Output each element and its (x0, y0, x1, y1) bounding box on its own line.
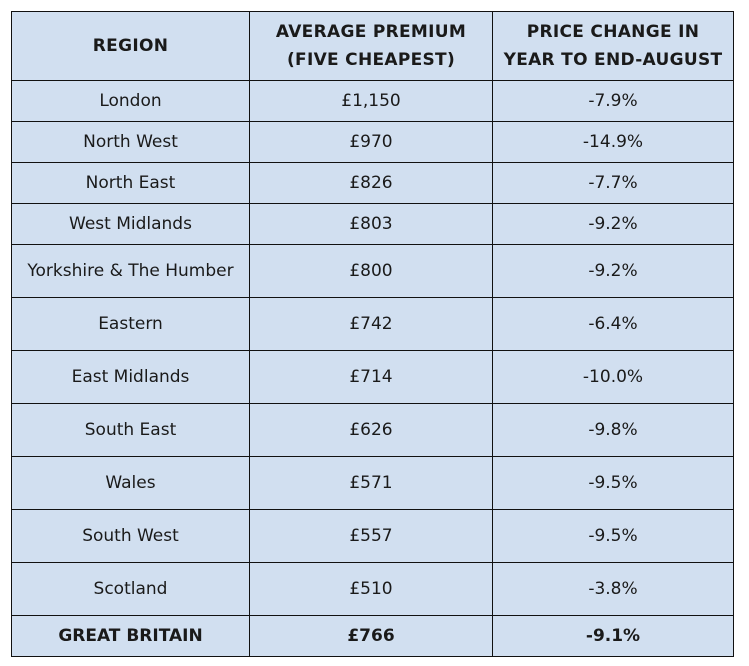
change-cell: -9.5% (492, 456, 734, 510)
header-average-premium-line1: AVERAGE PREMIUM (275, 22, 467, 42)
header-average-premium: AVERAGE PREMIUM (FIVE CHEAPEST) (249, 11, 493, 81)
change-cell: -7.7% (492, 162, 734, 204)
table-row: Eastern £742 -6.4% (11, 297, 734, 351)
region-cell: East Midlands (11, 350, 250, 404)
region-cell: London (11, 80, 250, 122)
table-row: Wales £571 -9.5% (11, 456, 734, 510)
table-row: North West £970 -14.9% (11, 121, 734, 163)
header-region: REGION (11, 11, 250, 81)
table-row: South East £626 -9.8% (11, 403, 734, 457)
region-cell: GREAT BRITAIN (11, 615, 250, 657)
header-price-change-line2: YEAR TO END-AUGUST (503, 50, 723, 70)
premium-cell: £826 (249, 162, 493, 204)
header-region-label: REGION (92, 36, 169, 56)
premium-table: REGION AVERAGE PREMIUM (FIVE CHEAPEST) P… (11, 11, 734, 657)
premium-cell: £557 (249, 509, 493, 563)
change-cell: -9.2% (492, 244, 734, 298)
change-cell: -6.4% (492, 297, 734, 351)
premium-cell: £626 (249, 403, 493, 457)
region-cell: Eastern (11, 297, 250, 351)
change-cell: -9.1% (492, 615, 734, 657)
change-cell: -9.8% (492, 403, 734, 457)
table-row: North East £826 -7.7% (11, 162, 734, 204)
header-price-change: PRICE CHANGE IN YEAR TO END-AUGUST (492, 11, 734, 81)
change-cell: -9.5% (492, 509, 734, 563)
change-cell: -3.8% (492, 562, 734, 616)
region-cell: West Midlands (11, 203, 250, 245)
change-cell: -10.0% (492, 350, 734, 404)
region-cell: Yorkshire & The Humber (11, 244, 250, 298)
premium-cell: £510 (249, 562, 493, 616)
change-cell: -9.2% (492, 203, 734, 245)
total-row: GREAT BRITAIN £766 -9.1% (11, 615, 734, 657)
region-cell: South East (11, 403, 250, 457)
premium-cell: £1,150 (249, 80, 493, 122)
header-price-change-line1: PRICE CHANGE IN (526, 22, 700, 42)
premium-cell: £714 (249, 350, 493, 404)
table-row: Yorkshire & The Humber £800 -9.2% (11, 244, 734, 298)
premium-cell: £970 (249, 121, 493, 163)
header-row: REGION AVERAGE PREMIUM (FIVE CHEAPEST) P… (11, 11, 734, 81)
premium-cell: £766 (249, 615, 493, 657)
table-row: London £1,150 -7.9% (11, 80, 734, 122)
premium-cell: £800 (249, 244, 493, 298)
table-row: South West £557 -9.5% (11, 509, 734, 563)
header-average-premium-line2: (FIVE CHEAPEST) (286, 50, 456, 70)
table-row: West Midlands £803 -9.2% (11, 203, 734, 245)
premium-cell: £803 (249, 203, 493, 245)
premium-cell: £571 (249, 456, 493, 510)
region-cell: North West (11, 121, 250, 163)
region-cell: Wales (11, 456, 250, 510)
table-row: Scotland £510 -3.8% (11, 562, 734, 616)
region-cell: Scotland (11, 562, 250, 616)
change-cell: -14.9% (492, 121, 734, 163)
region-cell: North East (11, 162, 250, 204)
change-cell: -7.9% (492, 80, 734, 122)
table-row: East Midlands £714 -10.0% (11, 350, 734, 404)
premium-cell: £742 (249, 297, 493, 351)
region-cell: South West (11, 509, 250, 563)
